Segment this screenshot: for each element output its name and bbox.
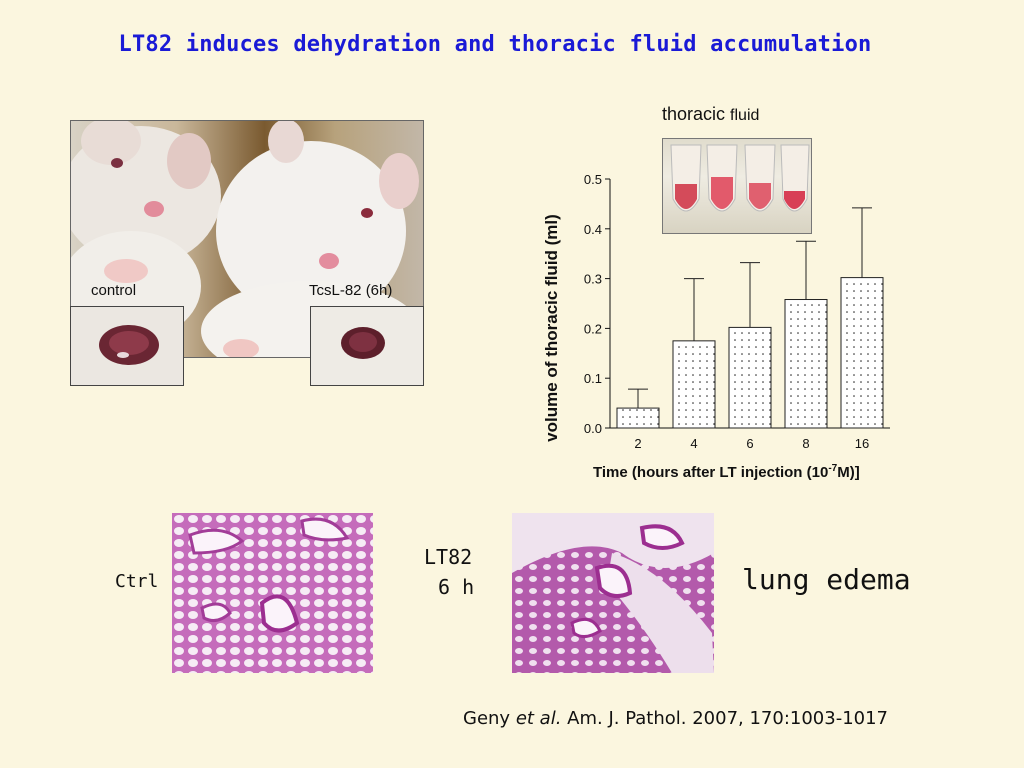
x-tick-label: 6 [746, 436, 753, 451]
slide-title: LT82 induces dehydration and thoracic fl… [118, 32, 872, 57]
lt82-time-label: 6 h [438, 575, 475, 599]
y-tick-label: 0.2 [584, 321, 602, 336]
lt82-label: LT82 [424, 545, 473, 569]
bar [728, 326, 772, 429]
reference-authors: Geny [463, 708, 511, 729]
x-tick-label: 2 [634, 436, 641, 451]
reference-etal: et al. [515, 708, 562, 729]
chart-svg: 0.0 0.1 0.2 0.3 0.4 0.5 2 4 6 8 16 volume of thora… [542, 172, 890, 481]
control-label: control [91, 282, 137, 299]
tube-caption: thoracic fluid [662, 104, 759, 125]
reference-journal: Am. J. Pathol. 2007, 170:1003-1017 [567, 708, 888, 729]
reference-citation: Geny et al. Am. J. Pathol. 2007, 170:100… [463, 708, 888, 729]
bar [672, 340, 716, 429]
y-tick-label: 0.4 [584, 222, 602, 237]
thoracic-fluid-chart: 0.0 0.1 0.2 0.3 0.4 0.5 2 4 6 8 16 volume of thora… [530, 100, 950, 500]
x-axis-label-sup: -7 [828, 463, 837, 474]
ctrl-histology-image [172, 513, 373, 673]
ctrl-label: Ctrl [115, 571, 159, 592]
thoracic-fluid-tubes-photo [662, 138, 812, 234]
control-eye-inset [70, 306, 184, 386]
lt82-histology-image [512, 513, 714, 673]
x-tick-label: 4 [690, 436, 697, 451]
tube-caption-main: thoracic [662, 104, 726, 124]
control-eye-image [71, 307, 183, 385]
x-axis-label-prefix: Time (hours after LT injection (10 [593, 464, 828, 481]
bar [840, 277, 884, 429]
ctrl-lung-histology [172, 513, 373, 673]
treated-eye-inset [310, 306, 424, 386]
x-tick-label: 8 [802, 436, 809, 451]
x-tick-label: 16 [855, 436, 869, 451]
treated-eye-image [311, 307, 423, 385]
tubes-image [670, 144, 810, 212]
y-tick-label: 0.5 [584, 172, 602, 187]
y-tick-label: 0.3 [584, 272, 602, 287]
lung-edema-label: lung edema [742, 563, 911, 596]
y-tick-label: 0.1 [584, 371, 602, 386]
x-axis-label-suffix: M)] [837, 464, 860, 481]
y-tick-label: 0.0 [584, 421, 602, 436]
lt82-lung-histology [512, 513, 714, 673]
tube-caption-small: fluid [730, 107, 760, 124]
y-axis-label: volume of thoracic fluid (ml) [542, 214, 561, 442]
bar [784, 299, 828, 429]
x-axis-label: Time (hours after LT injection (10-7M)] [593, 463, 860, 481]
treated-label: TcsL-82 (6h) [309, 282, 393, 299]
bar [616, 407, 660, 429]
